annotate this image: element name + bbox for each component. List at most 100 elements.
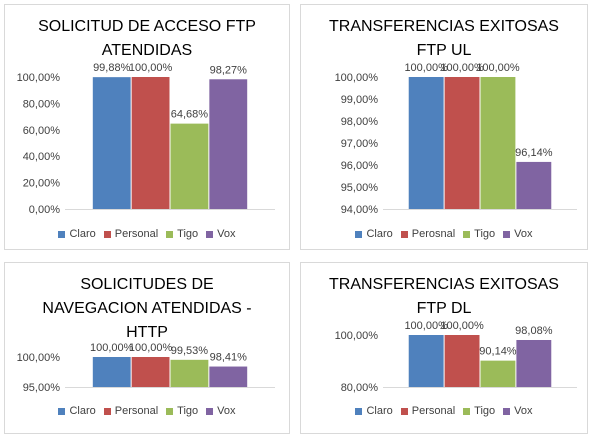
bar-value-label: 98,27% xyxy=(210,64,248,76)
chart-title-line: HTTP xyxy=(126,324,168,341)
bar-vox xyxy=(516,339,552,387)
legend-swatch-personal xyxy=(103,407,111,415)
y-tick-label: 98,00% xyxy=(341,116,379,128)
legend-item: Claro xyxy=(58,228,96,240)
chart-plot: 94,00% 95,00% 96,00% 97,00% 98,00% 99,00% 100,… xyxy=(335,62,577,216)
bar-personal xyxy=(444,335,480,387)
legend-label: Vox xyxy=(514,228,533,240)
y-tick-label: 100,00% xyxy=(335,330,379,342)
bar-claro xyxy=(408,335,444,387)
legend-label: Tigo xyxy=(177,405,199,417)
y-tick-label: 100,00% xyxy=(17,72,61,84)
legend-item: Vox xyxy=(206,405,236,417)
chart-title-line: FTP UL xyxy=(416,42,472,59)
chart-legend: Claro Personal Tigo Vox xyxy=(5,228,289,240)
bar-value-label: 100,00% xyxy=(90,342,134,354)
y-tick-label: 95,00% xyxy=(341,182,379,194)
bar-tigo xyxy=(170,123,209,209)
chart-title-line: TRANSFERENCIAS EXITOSAS xyxy=(329,18,559,35)
legend-item: Tigo xyxy=(166,405,198,417)
chart-title: SOLICITUD DE ACCESO FTP ATENDIDAS xyxy=(5,15,289,63)
legend-item: Tigo xyxy=(463,228,495,240)
legend-item: Claro xyxy=(355,405,393,417)
chart-title: TRANSFERENCIAS EXITOSAS FTP UL xyxy=(301,15,587,63)
bar-perosnal xyxy=(444,77,480,209)
bar-value-label: 100,00% xyxy=(440,320,484,332)
bar-personal xyxy=(131,357,170,387)
legend-item: Vox xyxy=(503,405,533,417)
legend-item: Personal xyxy=(103,405,158,417)
bar-tigo xyxy=(480,77,516,209)
legend-swatch-vox xyxy=(503,230,511,238)
chart-panel-acceso-ftp: SOLICITUD DE ACCESO FTP ATENDIDAS 0,00% 2… xyxy=(4,4,290,250)
y-tick-label: 96,00% xyxy=(341,160,379,172)
bar-claro xyxy=(408,77,444,209)
legend-label: Tigo xyxy=(177,228,199,240)
y-tick-label: 60,00% xyxy=(23,125,61,137)
bar-value-label: 64,68% xyxy=(171,109,209,121)
legend-swatch-vox xyxy=(206,407,214,415)
legend-swatch-tigo xyxy=(463,407,471,415)
chart-title-line: TRANSFERENCIAS EXITOSAS xyxy=(329,276,559,293)
y-tick-label: 95,00% xyxy=(23,382,61,394)
chart-plot: 0,00%20,00%40,00%60,00%80,00%100,00%99,8… xyxy=(17,62,275,216)
bar-vox xyxy=(516,161,552,209)
y-tick-label: 99,00% xyxy=(341,94,379,106)
legend-label: Vox xyxy=(514,405,533,417)
legend-item: Vox xyxy=(503,228,533,240)
legend-label: Claro xyxy=(69,228,96,240)
legend-swatch-perosnal xyxy=(400,230,408,238)
y-tick-label: 94,00% xyxy=(341,204,379,216)
bar-value-label: 100,00% xyxy=(129,342,173,354)
legend-swatch-claro xyxy=(355,230,363,238)
legend-swatch-claro xyxy=(58,407,66,415)
bar-value-label: 98,08% xyxy=(515,325,553,337)
chart-legend: Claro Perosnal Tigo Vox xyxy=(301,228,587,240)
legend-label: Claro xyxy=(69,405,96,417)
bar-tigo xyxy=(480,360,516,387)
legend-swatch-personal xyxy=(103,230,111,238)
chart-title-line: FTP DL xyxy=(416,300,472,317)
legend-item: Claro xyxy=(58,405,96,417)
y-tick-label: 100,00% xyxy=(17,352,61,364)
legend-swatch-tigo xyxy=(166,230,174,238)
legend-item: Personal xyxy=(103,228,159,240)
legend-item: Perosnal xyxy=(400,228,455,240)
legend-swatch-vox xyxy=(503,407,511,415)
legend-swatch-personal xyxy=(400,407,408,415)
bar-claro xyxy=(92,77,131,209)
legend-item: Personal xyxy=(400,405,456,417)
legend-swatch-claro xyxy=(58,230,66,238)
bar-vox xyxy=(209,366,248,387)
bar-value-label: 96,14% xyxy=(515,147,553,159)
legend-swatch-claro xyxy=(355,407,363,415)
legend-label: Tigo xyxy=(474,228,496,240)
chart-panel-navegacion-http: SOLICITUDES DE NAVEGACION ATENDIDAS - HT… xyxy=(4,262,290,434)
legend-label: Personal xyxy=(411,405,456,417)
chart-title-line: NAVEGACION ATENDIDAS - xyxy=(42,300,252,317)
bar-value-label: 98,41% xyxy=(210,352,248,364)
bar-personal xyxy=(131,77,170,209)
bar-tigo xyxy=(170,359,209,387)
chart-legend: Claro Personal Tigo Vox xyxy=(301,405,587,417)
legend-item: Tigo xyxy=(463,405,495,417)
legend-swatch-tigo xyxy=(463,230,471,238)
legend-swatch-vox xyxy=(206,230,214,238)
chart-plot: 95,00%100,00%100,00%100,00%99,53%98,41% xyxy=(17,342,275,394)
legend-item: Tigo xyxy=(166,228,198,240)
bar-value-label: 100,00% xyxy=(404,62,448,74)
chart-panel-ftp-dl: TRANSFERENCIAS EXITOSAS FTP DL 80,00% 100… xyxy=(300,262,588,434)
chart-title-line: SOLICITUD DE ACCESO FTP xyxy=(38,18,256,35)
legend-label: Tigo xyxy=(474,405,496,417)
y-tick-label: 80,00% xyxy=(23,98,61,110)
chart-plot: 80,00%100,00%100,00%100,00%90,14%98,08% xyxy=(335,320,577,394)
legend-item: Vox xyxy=(206,228,236,240)
bar-value-label: 90,14% xyxy=(479,346,517,358)
y-tick-label: 100,00% xyxy=(335,72,379,84)
y-tick-label: 0,00% xyxy=(29,204,60,216)
legend-label: Claro xyxy=(366,405,393,417)
y-tick-label: 40,00% xyxy=(23,151,61,163)
bar-value-label: 100,00% xyxy=(440,62,484,74)
legend-label: Personal xyxy=(114,228,159,240)
bar-value-label: 99,53% xyxy=(171,345,209,357)
